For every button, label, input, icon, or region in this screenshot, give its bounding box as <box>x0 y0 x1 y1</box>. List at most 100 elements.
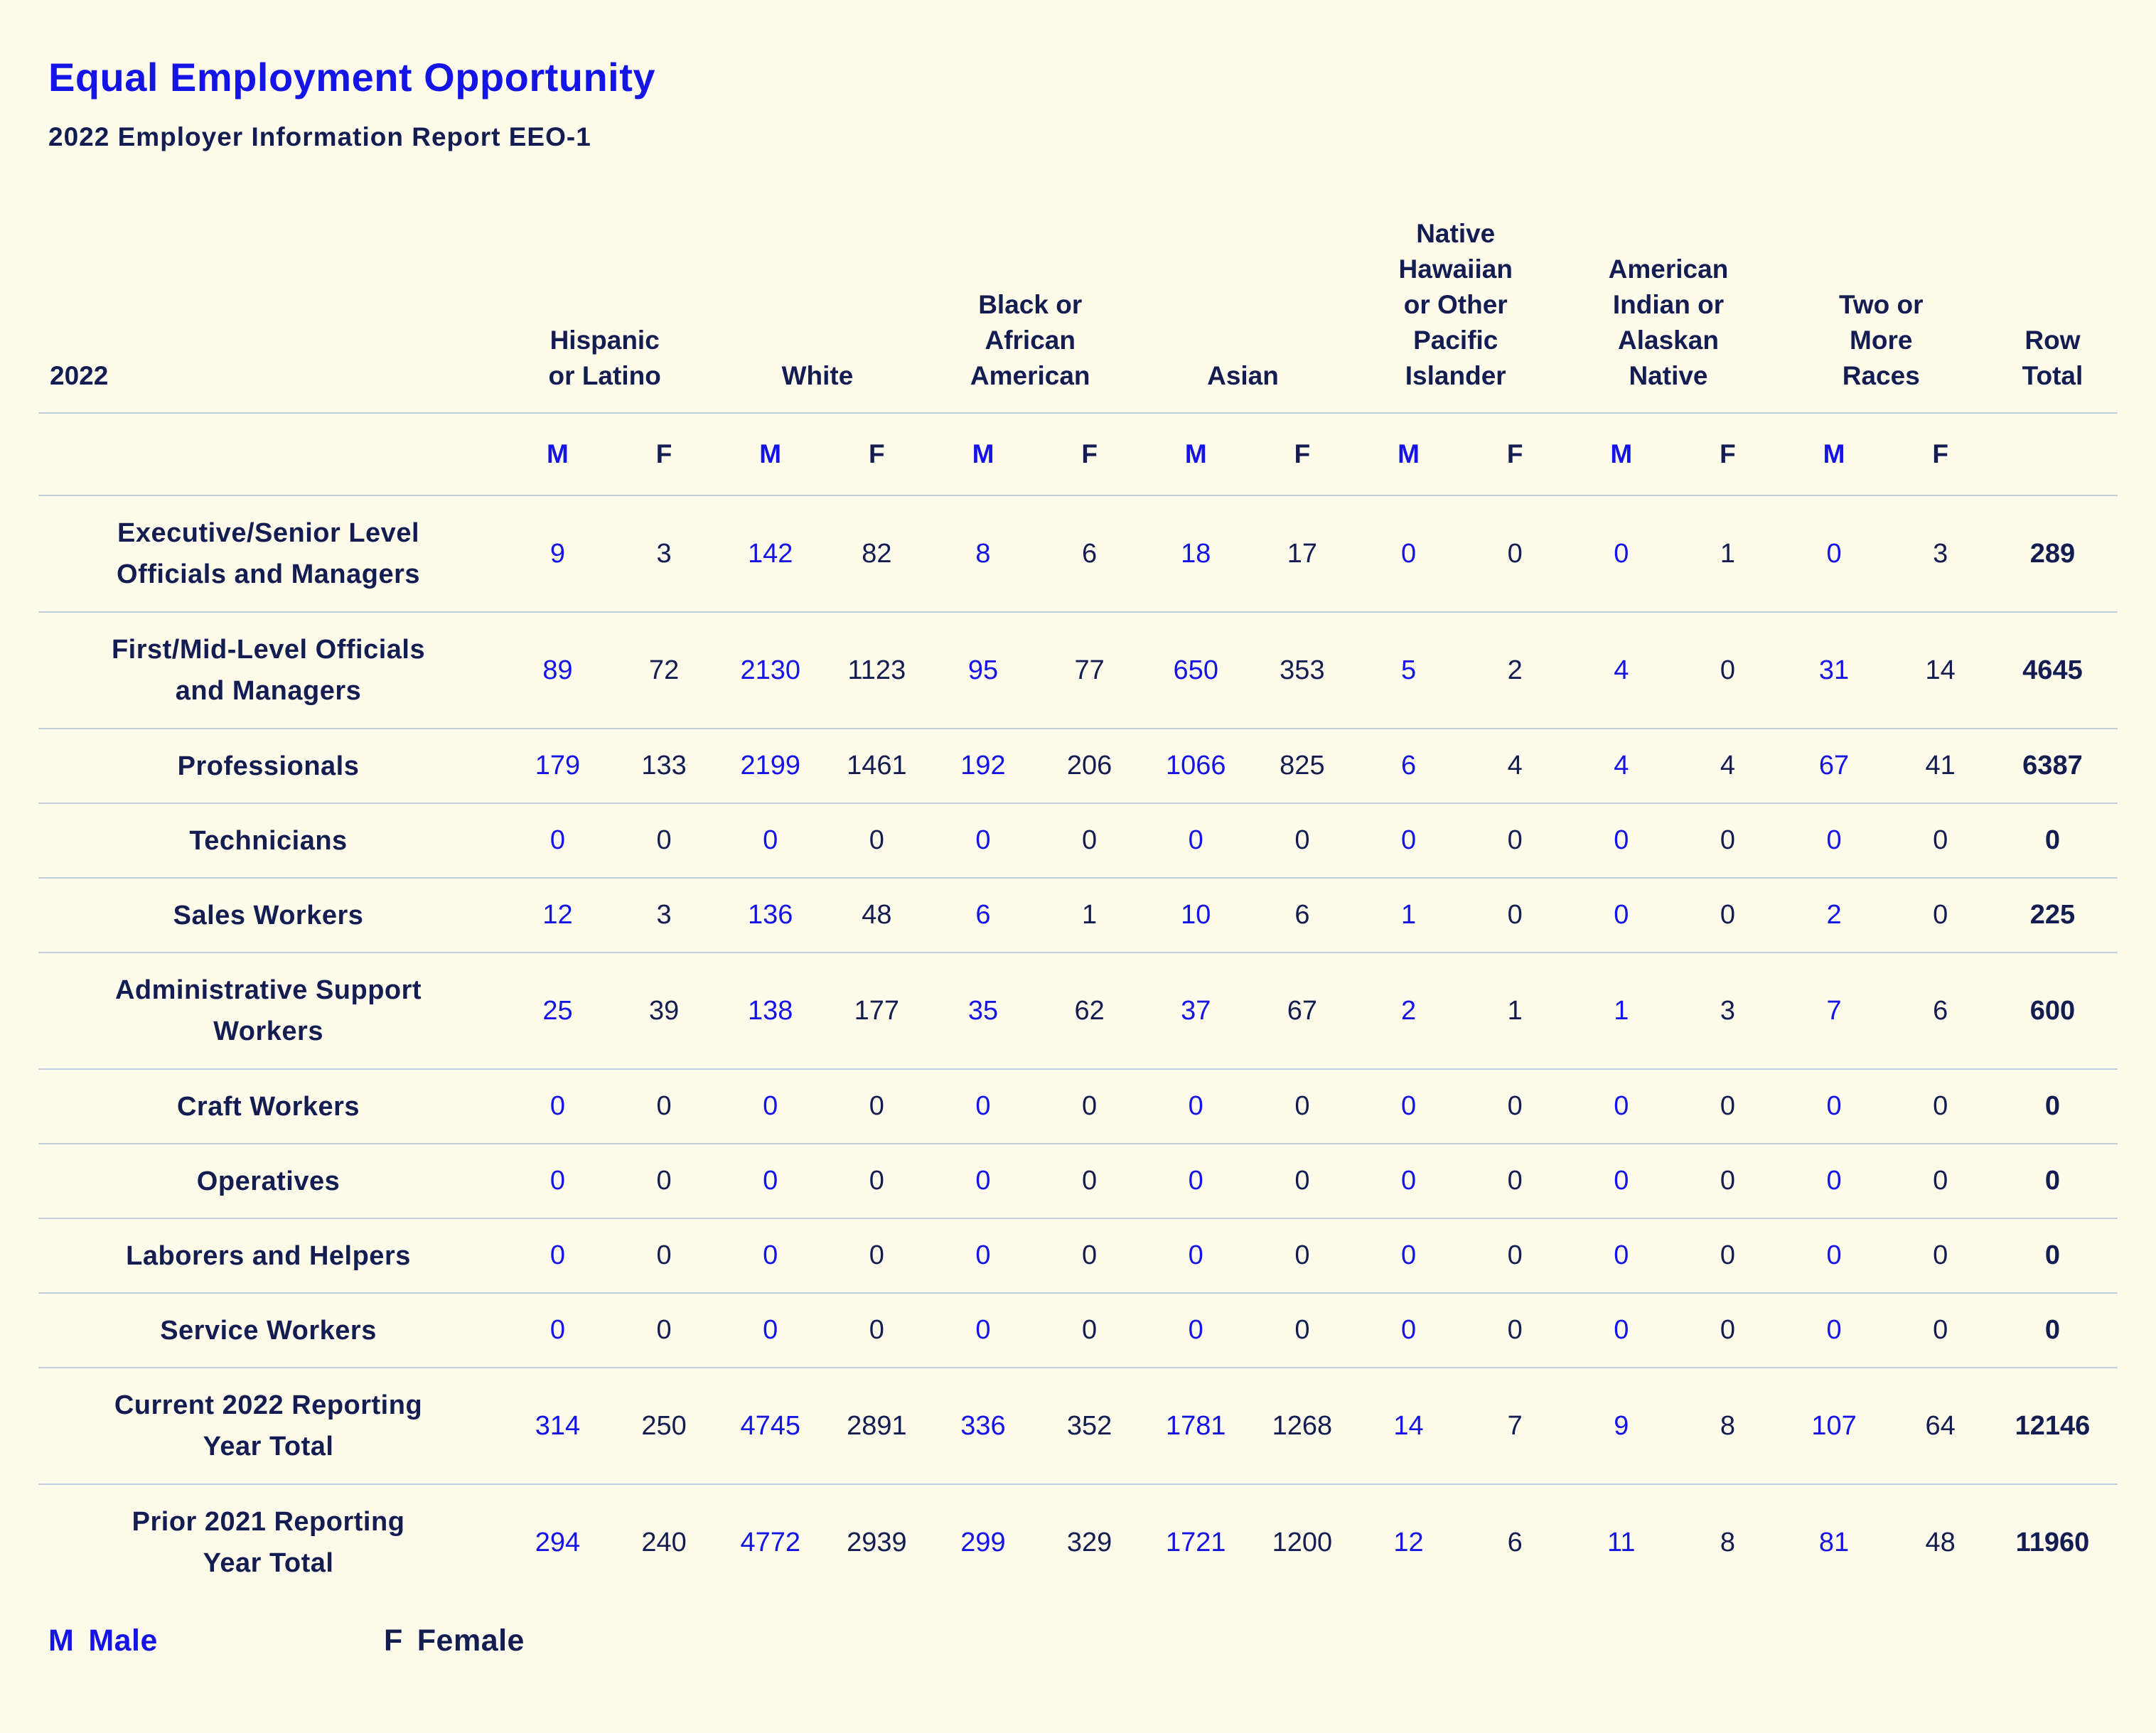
table-row: Service Workers 0 0 0 0 0 0 0 0 0 0 0 0 0 0 0 <box>38 1293 2118 1368</box>
female-header: F <box>830 413 924 496</box>
male-count-cell: 0 <box>1774 1293 1894 1368</box>
female-count-cell: 0 <box>1680 1144 1775 1219</box>
male-count-cell: 1721 <box>1165 1527 1226 1557</box>
legend-female: F Female <box>384 1624 525 1658</box>
row-label-line: Year Total <box>203 1548 334 1578</box>
male-count-cell: 138 <box>711 953 830 1070</box>
female-count-cell: 0 <box>1680 1218 1775 1294</box>
female-count-cell: 0 <box>1467 495 1562 613</box>
row-label: Prior 2021 Reporting Year Total <box>38 1484 498 1600</box>
female-count-cell: 0 <box>1467 1144 1562 1219</box>
male-count-cell: 9 <box>498 495 617 613</box>
male-count-cell: 12 <box>1393 1527 1424 1557</box>
female-count-cell: 72 <box>616 612 712 729</box>
male-count-cell: 0 <box>711 1069 830 1144</box>
female-count-cell: 0 <box>1255 1293 1350 1368</box>
group-header-line: Hawaiian <box>1398 254 1513 284</box>
male-count-cell: 0 <box>923 803 1043 879</box>
male-count-cell: 0 <box>1562 1069 1681 1144</box>
legend-male-code: M <box>48 1624 75 1658</box>
male-count-cell: 6 <box>923 878 1043 953</box>
male-count-cell: 1 <box>1562 953 1681 1070</box>
male-count-cell: 0 <box>923 1293 1043 1368</box>
row-total-cell: 11960 <box>2015 1527 2090 1557</box>
female-count-cell: 17 <box>1255 495 1350 613</box>
female-count-cell: 48 <box>830 878 924 953</box>
male-count-cell: 0 <box>1136 1069 1255 1144</box>
male-count-cell: 0 <box>1349 1218 1468 1294</box>
male-count-cell: 4 <box>1562 729 1681 804</box>
female-count-cell: 4 <box>1680 729 1775 804</box>
row-label: Professionals <box>38 729 499 804</box>
row-label: Laborers and Helpers <box>38 1218 499 1294</box>
male-count-cell: 0 <box>498 1069 617 1144</box>
male-count-cell: 25 <box>498 953 617 1070</box>
female-count-cell: 1123 <box>830 612 924 729</box>
row-label-line: Workers <box>213 1016 323 1046</box>
page-subtitle: 2022 Employer Information Report EEO-1 <box>48 122 591 151</box>
male-count-cell: 0 <box>1349 495 1468 613</box>
row-label: Operatives <box>38 1144 499 1219</box>
female-count-cell: 64 <box>1893 1368 1988 1485</box>
female-count-cell: 0 <box>1680 1293 1775 1368</box>
female-count-cell: 329 <box>1066 1527 1112 1557</box>
row-total-cell: 6387 <box>1987 729 2118 804</box>
male-count-cell: 0 <box>1349 1144 1468 1219</box>
male-count-cell: 0 <box>1562 1218 1681 1294</box>
row-label: Technicians <box>38 803 499 879</box>
female-count-cell: 8 <box>1720 1527 1735 1557</box>
male-count-cell: 0 <box>1774 1218 1894 1294</box>
female-count-cell: 4 <box>1467 729 1562 804</box>
male-count-cell: 0 <box>1136 1293 1255 1368</box>
row-total-header-line: Row <box>2024 326 2081 355</box>
female-count-cell: 0 <box>1255 1218 1350 1294</box>
male-header: M <box>1136 413 1255 496</box>
table-row: Craft Workers 0 0 0 0 0 0 0 0 0 0 0 0 0 0 0 <box>38 1069 2118 1144</box>
female-count-cell: 0 <box>1680 612 1775 729</box>
male-count-cell: 0 <box>1136 1218 1255 1294</box>
female-count-cell: 0 <box>1467 1293 1562 1368</box>
male-count-cell: 0 <box>1562 495 1681 613</box>
male-count-cell: 10 <box>1136 878 1255 953</box>
male-header: M <box>1562 413 1681 496</box>
group-header-line: or Latino <box>548 361 661 390</box>
male-count-cell: 12 <box>498 878 617 953</box>
male-count-cell: 0 <box>1562 1144 1681 1219</box>
group-header-line: African <box>985 326 1076 355</box>
row-label-line: Craft Workers <box>176 1091 360 1122</box>
female-count-cell: 39 <box>616 953 712 1070</box>
female-count-cell: 0 <box>616 1218 712 1294</box>
female-count-cell: 3 <box>1680 953 1775 1070</box>
male-count-cell: 0 <box>711 1218 830 1294</box>
female-count-cell: 67 <box>1255 953 1350 1070</box>
row-total-cell: 0 <box>1987 1069 2118 1144</box>
female-header: F <box>1042 413 1137 496</box>
female-count-cell: 1200 <box>1272 1527 1333 1557</box>
male-count-cell: 0 <box>1349 803 1468 879</box>
male-count-cell: 2 <box>1774 878 1894 953</box>
female-header: F <box>1893 413 1988 496</box>
empty-header-cell <box>38 413 499 496</box>
page-title: Equal Employment Opportunity <box>48 55 656 100</box>
male-header: M <box>498 413 617 496</box>
group-header-line: Asian <box>1207 361 1279 390</box>
female-header: F <box>1467 413 1562 496</box>
row-label: Administrative Support Workers <box>38 953 499 1070</box>
female-count-cell: 0 <box>1467 1069 1562 1144</box>
male-count-cell: 136 <box>711 878 830 953</box>
row-label: Sales Workers <box>38 878 499 953</box>
table-row: Technicians 0 0 0 0 0 0 0 0 0 0 0 0 0 0 0 <box>38 803 2118 879</box>
row-total-cell: 4645 <box>1987 612 2118 729</box>
male-count-cell: 95 <box>923 612 1043 729</box>
female-count-cell: 0 <box>616 1293 712 1368</box>
row-total-cell: 289 <box>1987 495 2118 613</box>
group-header: Asian <box>1136 186 1350 414</box>
male-count-cell: 0 <box>711 1293 830 1368</box>
male-count-cell: 299 <box>960 1527 1006 1557</box>
group-header-line: Indian or <box>1612 290 1725 319</box>
group-header-line: More <box>1850 326 1913 355</box>
male-count-cell: 107 <box>1774 1368 1894 1485</box>
male-header: M <box>1349 413 1468 496</box>
female-count-cell: 0 <box>1042 1293 1137 1368</box>
